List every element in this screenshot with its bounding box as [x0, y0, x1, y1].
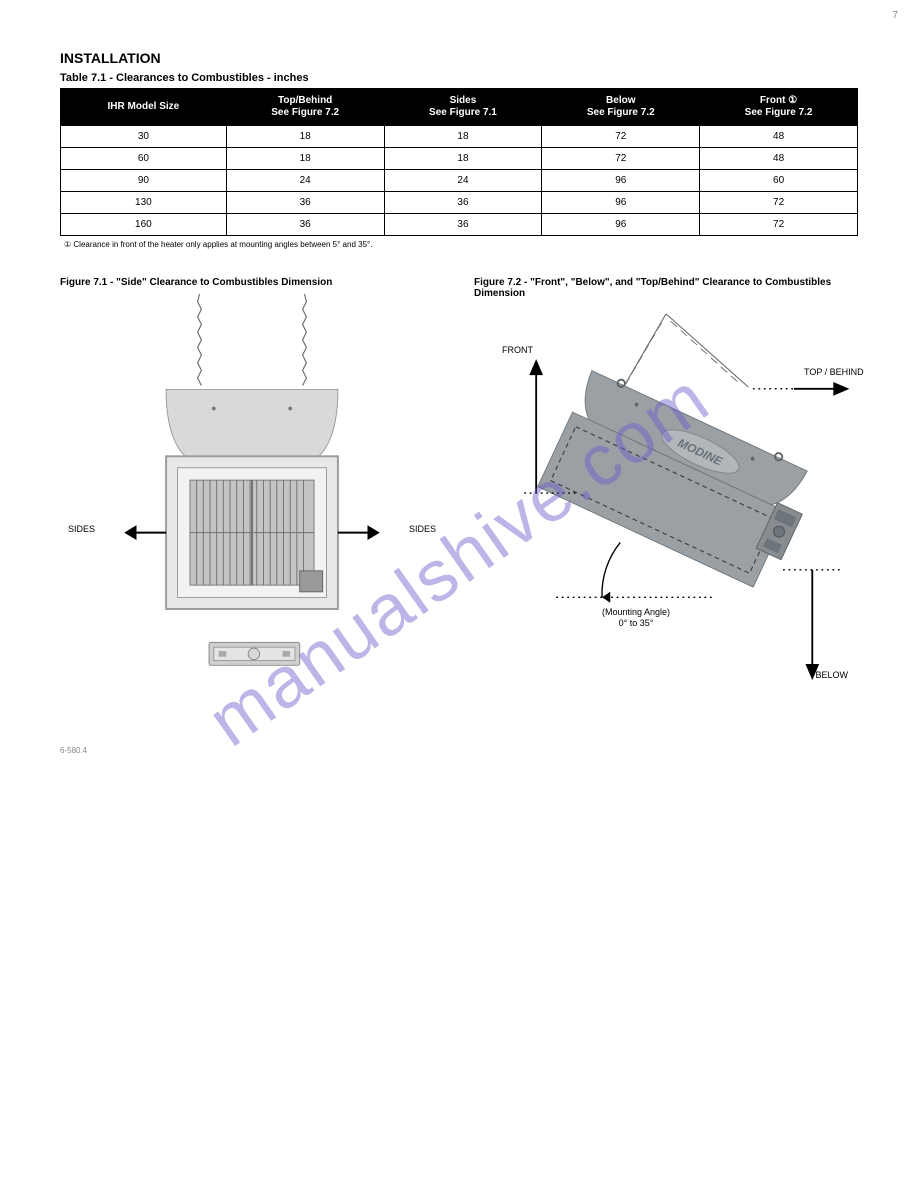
- cell: 60: [700, 170, 858, 192]
- col-header: IHR Model Size: [61, 89, 227, 126]
- angle-arc: [602, 542, 620, 597]
- cell: 36: [384, 192, 542, 214]
- col-header-subtext: See Figure 7.2: [271, 107, 339, 118]
- below-label: BELOW: [815, 670, 848, 680]
- col-header-text: Front ①: [760, 95, 797, 106]
- clearance-table: IHR Model Size Top/Behind See Figure 7.2…: [60, 88, 858, 236]
- cell: 48: [700, 126, 858, 148]
- chains-icon: [198, 294, 307, 386]
- table-row: 60 18 18 72 48: [61, 148, 858, 170]
- control-box: [300, 571, 323, 592]
- level-bubble: [248, 648, 259, 659]
- col-header: Top/Behind See Figure 7.2: [226, 89, 384, 126]
- cell: 130: [61, 192, 227, 214]
- below-arrow: [807, 570, 818, 678]
- cell: 96: [542, 170, 700, 192]
- cell: 18: [384, 126, 542, 148]
- table-row: 30 18 18 72 48: [61, 126, 858, 148]
- table-header-row: IHR Model Size Top/Behind See Figure 7.2…: [61, 89, 858, 126]
- table-row: 160 36 36 96 72: [61, 214, 858, 236]
- figure-7-1: Figure 7.1 - "Side" Clearance to Combust…: [60, 277, 444, 725]
- table-row: 130 36 36 96 72: [61, 192, 858, 214]
- cell: 96: [542, 214, 700, 236]
- figure-7-2-svg: MODINE: [474, 305, 858, 725]
- cell: 90: [61, 170, 227, 192]
- section-heading: INSTALLATION: [60, 50, 858, 66]
- front-label: FRONT: [502, 345, 533, 355]
- cell: 24: [384, 170, 542, 192]
- cell: 36: [226, 192, 384, 214]
- angled-chains-icon: [616, 314, 749, 401]
- page-container: 7 INSTALLATION Table 7.1 - Clearances to…: [0, 0, 918, 775]
- cell: 36: [226, 214, 384, 236]
- top-behind-arrow: [794, 383, 847, 394]
- col-header-subtext: See Figure 7.2: [745, 107, 813, 118]
- screw-icon: [288, 407, 292, 411]
- col-header-text: Top/Behind: [278, 95, 332, 106]
- cell: 160: [61, 214, 227, 236]
- heater-hood: [166, 389, 338, 456]
- sides-label-left: SIDES: [68, 524, 95, 534]
- figures-row: Figure 7.1 - "Side" Clearance to Combust…: [60, 277, 858, 725]
- table-row: 90 24 24 96 60: [61, 170, 858, 192]
- table-title: Table 7.1 - Clearances to Combustibles -…: [60, 72, 858, 84]
- cell: 72: [700, 192, 858, 214]
- cell: 60: [61, 148, 227, 170]
- figure-7-1-title: Figure 7.1 - "Side" Clearance to Combust…: [60, 277, 444, 288]
- cell: 18: [226, 126, 384, 148]
- col-header-text: Below: [606, 95, 635, 106]
- cell: 18: [226, 148, 384, 170]
- cell: 36: [384, 214, 542, 236]
- top-behind-label: TOP / BEHIND: [804, 367, 864, 377]
- cell: 96: [542, 192, 700, 214]
- footer-code: 6-580.4: [60, 746, 87, 755]
- col-header: Front ① See Figure 7.2: [700, 89, 858, 126]
- angled-heater: MODINE: [538, 366, 822, 592]
- level-mark: [219, 651, 227, 657]
- col-header: Below See Figure 7.2: [542, 89, 700, 126]
- col-header: Sides See Figure 7.1: [384, 89, 542, 126]
- cell: 24: [226, 170, 384, 192]
- angle-label: (Mounting Angle) 0° to 35°: [602, 607, 670, 629]
- page-number: 7: [892, 10, 898, 21]
- cell: 18: [384, 148, 542, 170]
- table-body: 30 18 18 72 48 60 18 18 72 48 90 24 24 9…: [61, 126, 858, 236]
- figure-7-1-svg: [60, 294, 444, 714]
- cell: 72: [542, 126, 700, 148]
- col-header-subtext: See Figure 7.2: [587, 107, 655, 118]
- figure-7-2: Figure 7.2 - "Front", "Below", and "Top/…: [474, 277, 858, 725]
- cell: 48: [700, 148, 858, 170]
- level-mark: [283, 651, 291, 657]
- screw-icon: [212, 407, 216, 411]
- col-header-subtext: See Figure 7.1: [429, 107, 497, 118]
- table-footnote: ① Clearance in front of the heater only …: [64, 240, 858, 249]
- sides-label-right: SIDES: [409, 524, 436, 534]
- cell: 72: [700, 214, 858, 236]
- col-header-text: Sides: [450, 95, 477, 106]
- figure-7-2-title: Figure 7.2 - "Front", "Below", and "Top/…: [474, 277, 858, 299]
- cell: 30: [61, 126, 227, 148]
- cell: 72: [542, 148, 700, 170]
- col-header-text: IHR Model Size: [108, 101, 180, 112]
- front-arrow: [531, 361, 542, 493]
